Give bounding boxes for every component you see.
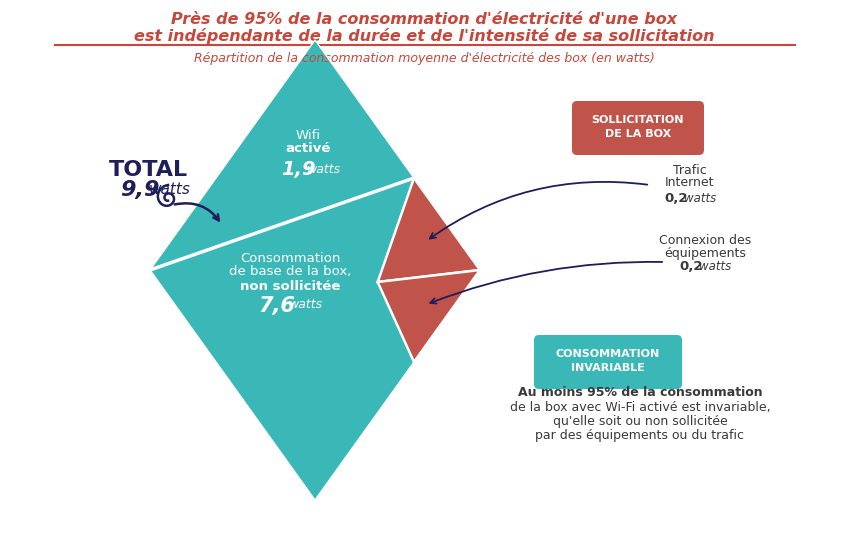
Text: de la box avec Wi-Fi activé est invariable,: de la box avec Wi-Fi activé est invariab… <box>509 400 770 413</box>
Text: 1,9: 1,9 <box>281 160 315 179</box>
Text: 9,9: 9,9 <box>121 180 160 200</box>
Text: qu'elle soit ou non sollicitée: qu'elle soit ou non sollicitée <box>553 414 728 427</box>
Text: Au moins 95% de la consommation: Au moins 95% de la consommation <box>518 385 762 399</box>
Text: est indépendante de la durée et de l'intensité de sa sollicitation: est indépendante de la durée et de l'int… <box>134 28 714 44</box>
FancyBboxPatch shape <box>534 335 682 389</box>
Text: watts: watts <box>684 192 716 204</box>
Polygon shape <box>378 178 480 282</box>
Text: Wifi: Wifi <box>295 129 321 142</box>
FancyBboxPatch shape <box>572 101 704 155</box>
Text: équipements: équipements <box>664 246 746 259</box>
Text: 0,2: 0,2 <box>664 192 688 204</box>
Text: de base de la box,: de base de la box, <box>229 265 351 278</box>
Text: Consommation: Consommation <box>239 251 340 264</box>
Text: Internet: Internet <box>666 176 715 189</box>
Text: watts: watts <box>699 260 731 273</box>
Text: watts: watts <box>289 298 323 311</box>
Text: watts: watts <box>307 163 341 176</box>
Text: activé: activé <box>285 142 331 155</box>
Polygon shape <box>378 270 480 362</box>
Text: watts: watts <box>149 183 191 198</box>
Text: Connexion des: Connexion des <box>659 234 751 246</box>
Polygon shape <box>150 40 480 500</box>
Text: Près de 95% de la consommation d'électricité d'une box: Près de 95% de la consommation d'électri… <box>171 12 677 27</box>
Text: par des équipements ou du trafic: par des équipements ou du trafic <box>536 428 745 441</box>
Text: Répartition de la consommation moyenne d'électricité des box (en watts): Répartition de la consommation moyenne d… <box>194 52 655 65</box>
Text: DE LA BOX: DE LA BOX <box>604 129 671 139</box>
Text: TOTAL: TOTAL <box>109 160 188 180</box>
Text: SOLLICITATION: SOLLICITATION <box>592 115 684 125</box>
Text: 0,2: 0,2 <box>679 260 703 273</box>
Text: Trafic: Trafic <box>673 164 707 176</box>
Text: INVARIABLE: INVARIABLE <box>571 363 645 373</box>
Text: non sollicitée: non sollicitée <box>239 279 340 292</box>
Text: 7,6: 7,6 <box>259 296 295 316</box>
Text: CONSOMMATION: CONSOMMATION <box>556 349 661 359</box>
